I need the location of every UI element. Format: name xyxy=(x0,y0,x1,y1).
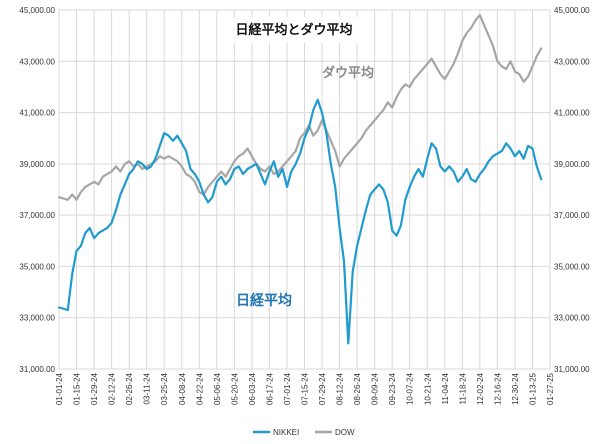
x-tick-label: 09-09-24 xyxy=(371,372,380,405)
y-axis-left: 31,000.00 33,000.00 35,000.00 37,000.00 39,0… xyxy=(19,6,55,374)
y-tick-left: 43,000.00 xyxy=(19,57,55,66)
x-tick-label: 01-29-24 xyxy=(90,372,99,405)
x-tick-label: 12-02-24 xyxy=(476,372,485,405)
series-layer xyxy=(57,14,543,345)
x-tick-label: 07-15-24 xyxy=(301,372,310,405)
x-tick-label: 01-15-24 xyxy=(73,372,82,405)
x-tick-label: 03-25-24 xyxy=(160,372,169,405)
y-tick-left: 33,000.00 xyxy=(19,314,55,323)
y-tick-right: 37,000.00 xyxy=(554,211,590,220)
y-axis-right: 31,000.00 33,000.00 35,000.00 37,000.00 39,0… xyxy=(554,6,590,374)
y-tick-right: 41,000.00 xyxy=(554,109,590,118)
x-tick-label: 04-22-24 xyxy=(195,372,204,405)
x-tick-label: 06-03-24 xyxy=(248,372,257,405)
series-line-dow xyxy=(57,14,543,201)
x-tick-label: 11-18-24 xyxy=(458,372,467,404)
x-tick-label: 05-06-24 xyxy=(213,372,222,405)
series-line-nikkei xyxy=(57,98,543,345)
horizontal-gridlines xyxy=(59,9,550,370)
dow-annotation: ダウ平均 xyxy=(322,65,374,81)
x-tick-label: 04-08-24 xyxy=(178,372,187,405)
x-tick-label: 02-26-24 xyxy=(125,372,134,405)
x-tick-label: 08-12-24 xyxy=(336,372,345,405)
x-axis: 01-01-24 01-15-24 01-29-24 02-12-24 02-26-24… xyxy=(55,372,555,405)
chart-title: 日経平均とダウ平均 xyxy=(235,22,352,38)
y-tick-right: 45,000.00 xyxy=(554,6,590,15)
y-tick-left: 35,000.00 xyxy=(19,262,55,271)
y-tick-right: 31,000.00 xyxy=(554,365,590,374)
legend: NIKKEI DOW xyxy=(253,428,355,437)
chart-title-box xyxy=(226,17,362,43)
y-tick-left: 37,000.00 xyxy=(19,211,55,220)
x-tick-label: 12-16-24 xyxy=(493,372,502,405)
x-tick-label: 11-04-24 xyxy=(441,372,450,404)
x-tick-label: 05-20-24 xyxy=(230,372,239,405)
x-tick-label: 10-21-24 xyxy=(423,372,432,405)
y-tick-left: 31,000.00 xyxy=(19,365,55,374)
nikkei-annotation: 日経平均 xyxy=(236,292,292,309)
x-tick-label: 10-07-24 xyxy=(406,372,415,405)
x-tick-label: 08-26-24 xyxy=(353,372,362,405)
y-tick-left: 41,000.00 xyxy=(19,109,55,118)
y-tick-right: 39,000.00 xyxy=(554,160,590,169)
y-tick-left: 39,000.00 xyxy=(19,160,55,169)
legend-label-dow: DOW xyxy=(335,428,355,437)
vertical-gridlines xyxy=(58,10,551,369)
y-tick-right: 33,000.00 xyxy=(554,314,590,323)
x-tick-label: 02-12-24 xyxy=(108,372,117,405)
y-tick-right: 35,000.00 xyxy=(554,262,590,271)
x-tick-label: 07-01-24 xyxy=(283,372,292,405)
legend-label-nikkei: NIKKEI xyxy=(273,428,299,437)
x-tick-label: 01-01-24 xyxy=(55,372,64,405)
x-tick-label: 06-17-24 xyxy=(265,372,274,405)
x-tick-label: 12-30-24 xyxy=(511,372,520,405)
y-tick-left: 45,000.00 xyxy=(19,6,55,15)
x-tick-label: 01-13-25 xyxy=(528,372,537,405)
x-tick-label: 03-11-24 xyxy=(143,372,152,404)
x-tick-label: 07-29-24 xyxy=(318,372,327,405)
x-tick-label: 09-23-24 xyxy=(388,372,397,405)
y-tick-right: 43,000.00 xyxy=(554,57,590,66)
x-tick-label: 01-27-25 xyxy=(546,372,555,405)
